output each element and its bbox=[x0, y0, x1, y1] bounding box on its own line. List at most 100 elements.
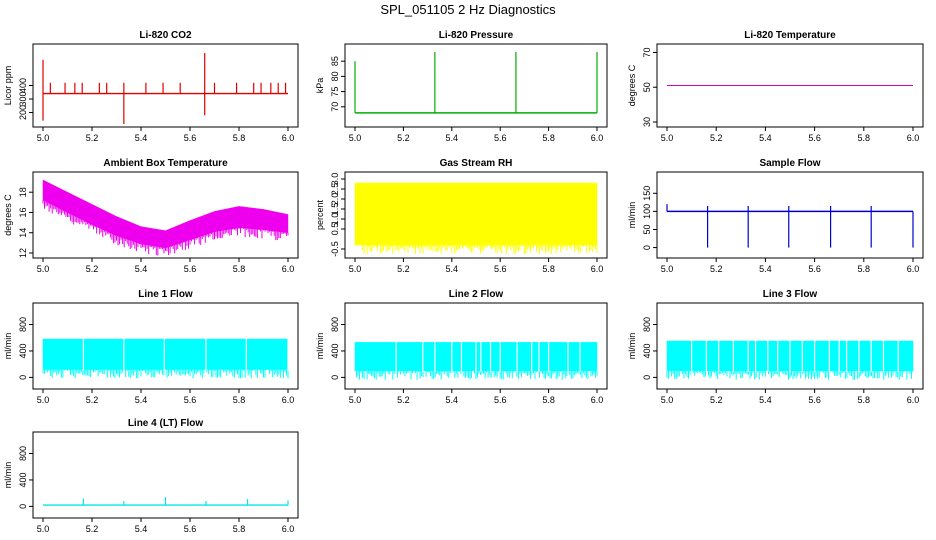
y-tick-label: 150 bbox=[642, 186, 652, 201]
x-tick-label: 5.6 bbox=[808, 395, 821, 405]
y-tick-label: 800 bbox=[330, 317, 340, 332]
x-tick-label: 5.6 bbox=[184, 264, 197, 274]
y-axis-label: degrees C bbox=[3, 194, 13, 236]
x-tick-label: 5.6 bbox=[184, 395, 197, 405]
y-tick-label: 400 bbox=[18, 78, 28, 93]
y-tick-label: 30 bbox=[642, 117, 652, 127]
chart-panel-5: Sample Flow 5.0 5.2 5.4 5.6 5.8 6.0 0 50 100 150 ml… bbox=[627, 158, 924, 274]
y-tick-label: 400 bbox=[642, 343, 652, 358]
x-tick-label: 5.4 bbox=[446, 264, 459, 274]
plot-frame bbox=[656, 171, 924, 259]
chart-panel-4: Gas Stream RH5.0 5.2 5.4 5.6 5.8 6.0-0.50.51.… bbox=[315, 158, 608, 274]
y-axis-label: ml/min bbox=[315, 333, 325, 360]
y-tick-label: 70 bbox=[642, 47, 652, 57]
panel-title: Li-820 CO2 bbox=[139, 30, 192, 41]
plot-frame bbox=[32, 431, 299, 519]
chart-panel-1: Li-820 Pressure 5.0 5.2 5.4 5.6 5.8 6.0 70 75 80 8… bbox=[315, 30, 608, 143]
y-tick-label: 3.0 bbox=[330, 173, 340, 186]
x-tick-label: 5.2 bbox=[710, 133, 723, 143]
x-tick-label: 5.8 bbox=[233, 524, 246, 534]
y-axis-label: percent bbox=[315, 199, 325, 230]
x-tick-label: 5.0 bbox=[661, 133, 674, 143]
x-tick-label: 5.8 bbox=[233, 264, 246, 274]
y-tick-label: -0.5 bbox=[330, 241, 340, 257]
x-tick-label: 5.0 bbox=[661, 264, 674, 274]
x-tick-label: 6.0 bbox=[591, 395, 604, 405]
x-tick-label: 5.8 bbox=[542, 133, 555, 143]
x-tick-label: 6.0 bbox=[282, 133, 295, 143]
y-tick-label: 200 bbox=[18, 105, 28, 120]
y-axis-label: ml/min bbox=[627, 202, 637, 229]
chart-panel-2: Li-820 Temperature 5.0 5.2 5.4 5.6 5.8 6.0 30 50… bbox=[627, 30, 924, 143]
x-tick-label: 5.8 bbox=[233, 133, 246, 143]
y-axis-label: kPa bbox=[315, 78, 325, 94]
x-tick-label: 6.0 bbox=[907, 264, 920, 274]
panel-title: Sample Flow bbox=[759, 158, 820, 169]
y-tick-label: 1.5 bbox=[330, 203, 340, 216]
x-tick-label: 6.0 bbox=[282, 264, 295, 274]
y-axis-label: Licor ppm bbox=[3, 66, 13, 106]
series-band bbox=[354, 182, 598, 246]
x-tick-label: 5.6 bbox=[184, 524, 197, 534]
x-tick-label: 5.4 bbox=[759, 395, 772, 405]
x-tick-label: 5.4 bbox=[135, 133, 148, 143]
y-tick-label: 0 bbox=[642, 375, 652, 380]
x-tick-label: 5.6 bbox=[808, 264, 821, 274]
y-tick-label: 400 bbox=[18, 343, 28, 358]
y-tick-label: 400 bbox=[18, 472, 28, 487]
x-tick-label: 5.0 bbox=[37, 264, 50, 274]
x-tick-label: 5.2 bbox=[710, 264, 723, 274]
x-tick-label: 5.2 bbox=[397, 133, 410, 143]
x-tick-label: 5.2 bbox=[86, 264, 99, 274]
x-tick-label: 5.2 bbox=[397, 395, 410, 405]
x-tick-label: 5.8 bbox=[542, 264, 555, 274]
x-tick-label: 5.8 bbox=[858, 133, 871, 143]
chart-panel-6: Line 1 Flow 5.0 5.2 5.4 5.6 5.8 6.0 0 400 800 ml/m… bbox=[3, 289, 299, 405]
plot-frame bbox=[32, 43, 299, 128]
x-tick-label: 5.8 bbox=[233, 395, 246, 405]
x-tick-label: 5.6 bbox=[494, 395, 507, 405]
series-noise bbox=[666, 370, 914, 380]
x-tick-label: 5.0 bbox=[37, 524, 50, 534]
plot-frame bbox=[32, 171, 299, 259]
y-tick-label: 75 bbox=[330, 87, 340, 97]
y-tick-label: 1.0 bbox=[330, 213, 340, 226]
x-tick-label: 5.0 bbox=[349, 395, 362, 405]
x-tick-label: 5.0 bbox=[661, 395, 674, 405]
y-tick-label: 12 bbox=[18, 248, 28, 258]
x-tick-label: 6.0 bbox=[282, 395, 295, 405]
y-tick-label: 80 bbox=[330, 71, 340, 81]
x-tick-label: 6.0 bbox=[907, 133, 920, 143]
x-tick-label: 5.4 bbox=[135, 524, 148, 534]
y-tick-label: 18 bbox=[18, 187, 28, 197]
x-tick-label: 5.4 bbox=[135, 395, 148, 405]
panel-title: Ambient Box Temperature bbox=[103, 158, 228, 169]
y-tick-label: 300 bbox=[18, 92, 28, 107]
x-tick-label: 5.4 bbox=[135, 264, 148, 274]
y-tick-label: 70 bbox=[330, 102, 340, 112]
y-axis-label: ml/min bbox=[3, 333, 13, 360]
x-tick-label: 5.4 bbox=[446, 395, 459, 405]
y-tick-label: 800 bbox=[18, 317, 28, 332]
panel-title: Line 1 Flow bbox=[138, 289, 193, 300]
y-tick-label: 14 bbox=[18, 228, 28, 238]
x-tick-label: 5.2 bbox=[86, 133, 99, 143]
x-tick-label: 5.8 bbox=[542, 395, 555, 405]
panel-title: Li-820 Pressure bbox=[439, 30, 514, 41]
y-tick-label: 100 bbox=[642, 204, 652, 219]
plot-frame bbox=[344, 43, 608, 128]
panel-title: Line 3 Flow bbox=[763, 289, 818, 300]
y-tick-label: 400 bbox=[330, 343, 340, 358]
y-axis-label: ml/min bbox=[627, 333, 637, 360]
x-tick-label: 5.2 bbox=[710, 395, 723, 405]
series-noise bbox=[42, 200, 289, 256]
y-tick-label: 0 bbox=[330, 375, 340, 380]
y-tick-label: 0 bbox=[642, 245, 652, 250]
chart-panel-7: Line 2 Flow 5.0 5.2 5.4 5.6 5.8 6.0 0 400 800 ml/m… bbox=[315, 289, 608, 405]
x-tick-label: 5.2 bbox=[397, 264, 410, 274]
x-tick-label: 5.8 bbox=[858, 395, 871, 405]
plot-frame bbox=[344, 302, 608, 390]
plot-frame bbox=[344, 171, 608, 259]
